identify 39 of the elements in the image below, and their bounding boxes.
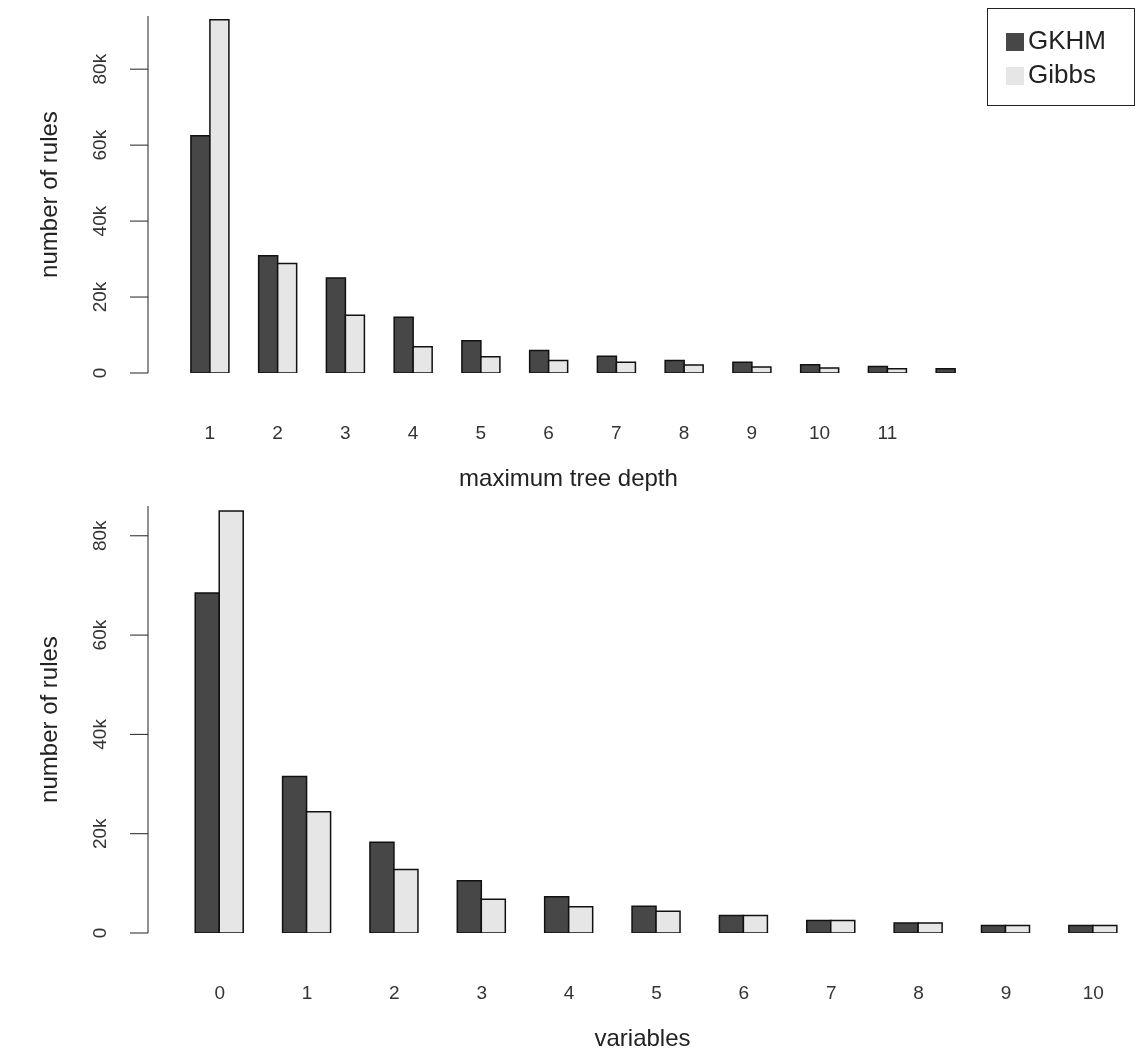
y-tick-label: 60k [89,129,110,161]
x-tick-label: 2 [272,422,283,443]
y-tick-label: 40k [89,205,110,237]
x-tick-label: 6 [543,422,554,443]
x-tick-label: 11 [877,422,898,443]
x-tick-label: 10 [809,422,831,443]
x-tick-label: 4 [407,422,419,443]
x-axis-title: maximum tree depth [459,464,678,491]
y-tick-label: 80k [89,53,110,85]
y-tick-label: 0 [89,367,110,379]
y-tick-label: 80k [89,519,110,552]
bar [935,368,956,373]
x-tick-label: 8 [678,422,690,443]
y-tick-label: 20k [89,817,110,850]
legend-label: Gibbs [1028,59,1096,89]
y-tick-label: 20k [89,281,110,313]
x-tick-label: 3 [476,982,488,1003]
y-tick-label: 60k [89,619,110,651]
y-tick-label: 0 [89,927,110,939]
x-tick-label: 2 [389,982,400,1003]
y-axis-title: number of rules [34,111,62,278]
x-tick-label: 7 [825,982,837,1003]
legend-label: GKHM [1028,25,1106,55]
x-axis-title: variables [594,1024,691,1051]
x-tick-label: 1 [204,422,216,443]
x-tick-label: 7 [611,422,622,443]
x-tick-label: 3 [340,422,351,443]
x-tick-label: 0 [214,982,225,1003]
x-tick-label: 4 [563,982,575,1003]
x-tick-label: 5 [651,982,662,1003]
x-tick-label: 9 [1000,982,1012,1003]
x-tick-label: 1 [301,982,313,1003]
y-axis-title: number of rules [34,636,62,803]
x-tick-label: 8 [913,982,924,1003]
x-tick-label: 9 [746,422,758,443]
x-tick-label: 10 [1082,982,1104,1003]
x-tick-label: 5 [475,422,487,443]
y-tick-label: 40k [89,718,110,750]
x-tick-label: 6 [738,982,750,1003]
